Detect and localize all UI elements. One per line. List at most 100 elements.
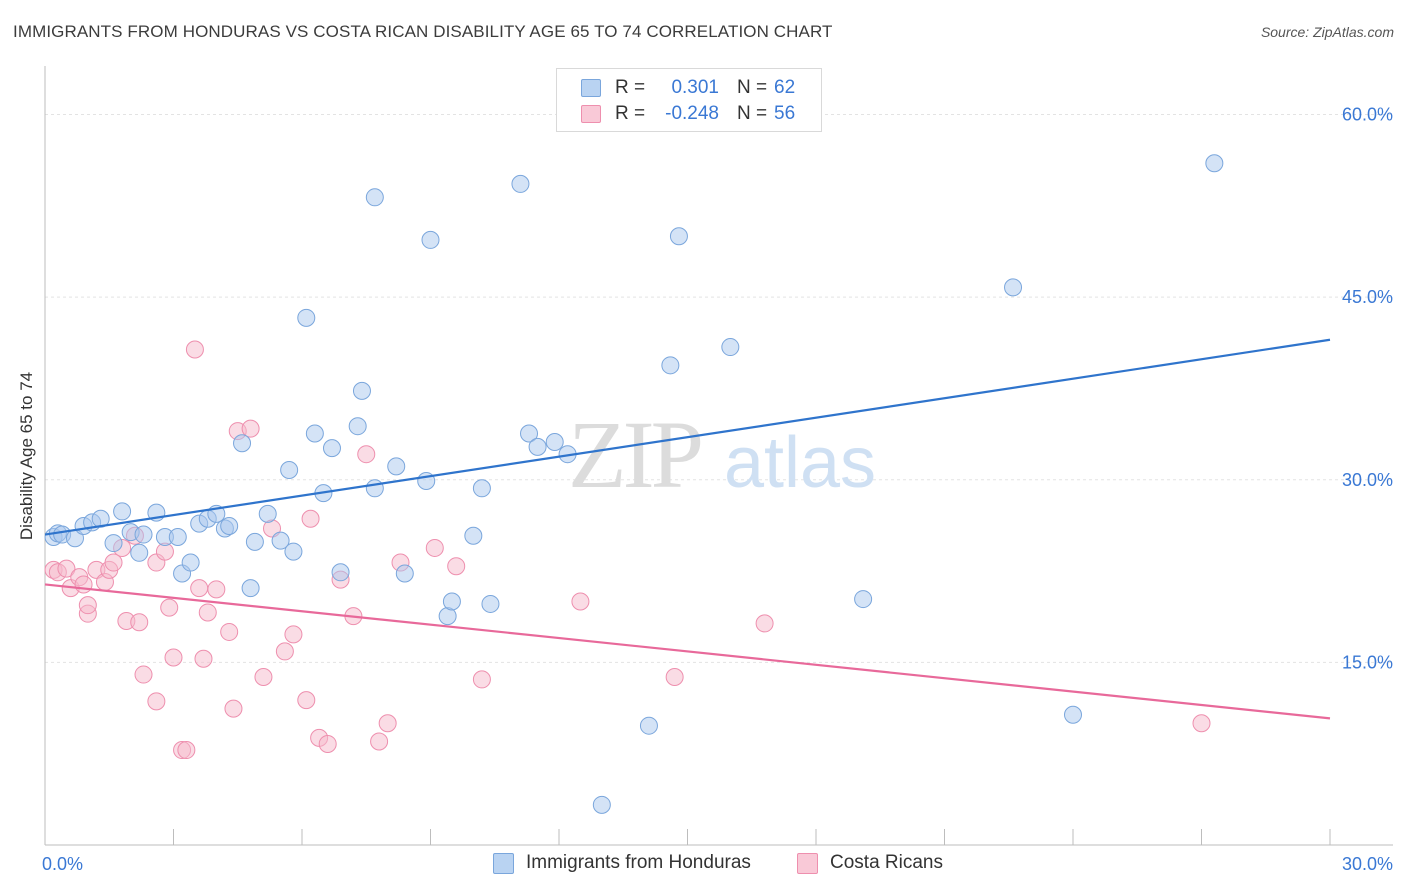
costa-ricans-point [185, 340, 204, 359]
costa-ricans-point [74, 575, 93, 594]
costa-ricans-point [318, 734, 337, 753]
honduras-point [365, 188, 384, 207]
honduras-point [297, 308, 316, 327]
costa-ricans-point [254, 667, 273, 686]
tick-labels: 15.0% 30.0% 45.0% 60.0% 0.0% 30.0% [42, 105, 1393, 874]
costa-ricans-point [665, 667, 684, 686]
honduras-point [661, 356, 680, 375]
honduras-point [271, 531, 290, 550]
watermark: ZIP atlas [568, 401, 876, 508]
honduras-point [113, 502, 132, 521]
costa-ricans-point [241, 419, 260, 438]
honduras-point [220, 517, 239, 536]
costa-ricans-point [177, 741, 196, 760]
costa-ricans-point [571, 592, 590, 611]
y-tick-label: 60.0% [1342, 105, 1393, 125]
chart-title: IMMIGRANTS FROM HONDURAS VS COSTA RICAN … [13, 22, 833, 41]
source-label: Source: ZipAtlas.com [1260, 24, 1394, 40]
honduras-points [44, 154, 1224, 814]
honduras-point [233, 434, 252, 453]
legend-r-label: R = [615, 103, 646, 124]
bottom-legend-label-costa-ricans: Costa Ricans [830, 852, 943, 873]
costa-ricans-point [378, 714, 397, 733]
honduras-point [130, 543, 149, 562]
honduras-point [592, 795, 611, 814]
honduras-point [91, 509, 110, 528]
honduras-point [1205, 154, 1224, 173]
honduras-point [331, 563, 350, 582]
costa-ricans-point [194, 649, 213, 668]
costa-ricans-point [275, 642, 294, 661]
honduras-point [387, 457, 406, 476]
x-tick-label: 30.0% [1342, 854, 1393, 874]
legend-r-label: R = [615, 77, 646, 98]
honduras-point [464, 526, 483, 545]
costa-ricans-point [224, 699, 243, 718]
honduras-point [168, 527, 187, 546]
honduras-point [395, 564, 414, 583]
costa-ricans-point [370, 732, 389, 751]
costa-ricans-point [472, 670, 491, 689]
honduras-point [365, 479, 384, 498]
honduras-point [442, 592, 461, 611]
costa-ricans-point [78, 596, 97, 615]
costa-ricans-point [220, 622, 239, 641]
honduras-point [352, 381, 371, 400]
honduras-point [1064, 705, 1082, 724]
costa-ricans-point [207, 580, 226, 599]
honduras-point [545, 433, 564, 452]
costa-ricans-point [134, 665, 153, 684]
costa-ricans-point [147, 692, 166, 711]
honduras-point [181, 553, 200, 572]
bottom-legend-label-honduras: Immigrants from Honduras [526, 852, 751, 873]
costa-ricans-point [190, 579, 209, 598]
honduras-point [854, 590, 873, 609]
honduras-point [528, 437, 547, 456]
costa-ricans-point [198, 603, 217, 622]
honduras-point [104, 534, 123, 553]
costa-ricans-point [447, 557, 466, 576]
honduras-point [721, 338, 740, 357]
legend-swatch-honduras [581, 79, 601, 97]
costa-ricans-point [57, 559, 76, 578]
honduras-point [245, 532, 264, 551]
honduras-point [305, 424, 324, 443]
axes [44, 66, 1393, 846]
costa-ricans-point [357, 445, 376, 464]
honduras-point [511, 174, 530, 193]
costa-ricans-point [160, 598, 179, 617]
costa-ricans-point [755, 614, 774, 633]
honduras-point [134, 525, 153, 544]
legend-n-label: N = [737, 77, 768, 98]
y-tick-label: 15.0% [1342, 652, 1393, 672]
bottom-legend-swatch-costa-ricans [797, 852, 818, 874]
legend-swatch-costa-ricans [581, 105, 601, 123]
y-tick-label: 45.0% [1342, 287, 1393, 307]
costa-ricans-point [284, 625, 303, 644]
honduras-point [322, 439, 341, 458]
legend-r-value: 0.301 [671, 77, 719, 98]
costa-ricans-point [130, 613, 149, 632]
costa-ricans-point [1192, 714, 1211, 733]
legend-n-value: 62 [774, 77, 796, 98]
costa-ricans-point [425, 538, 444, 557]
honduras-point [241, 579, 260, 598]
honduras-point [669, 227, 688, 246]
costa-ricans-point [104, 553, 123, 572]
grid-lines [45, 114, 1393, 663]
stats-legend: R = 0.301 N = 62 R = -0.248 N = 56 [556, 68, 822, 132]
y-tick-label: 30.0% [1342, 470, 1393, 490]
honduras-point [1004, 278, 1023, 297]
bottom-legend-honduras: Immigrants from Honduras [493, 852, 751, 874]
costa-ricans-point [301, 509, 320, 528]
honduras-point [472, 479, 491, 498]
costa-ricans-point [297, 691, 316, 710]
honduras-point [348, 417, 367, 436]
honduras-point [421, 230, 440, 249]
trend-lines [44, 338, 1331, 720]
watermark-atlas: atlas [724, 423, 876, 503]
honduras-point [481, 594, 500, 613]
honduras-point [639, 716, 658, 735]
costa-ricans-point [164, 648, 183, 667]
